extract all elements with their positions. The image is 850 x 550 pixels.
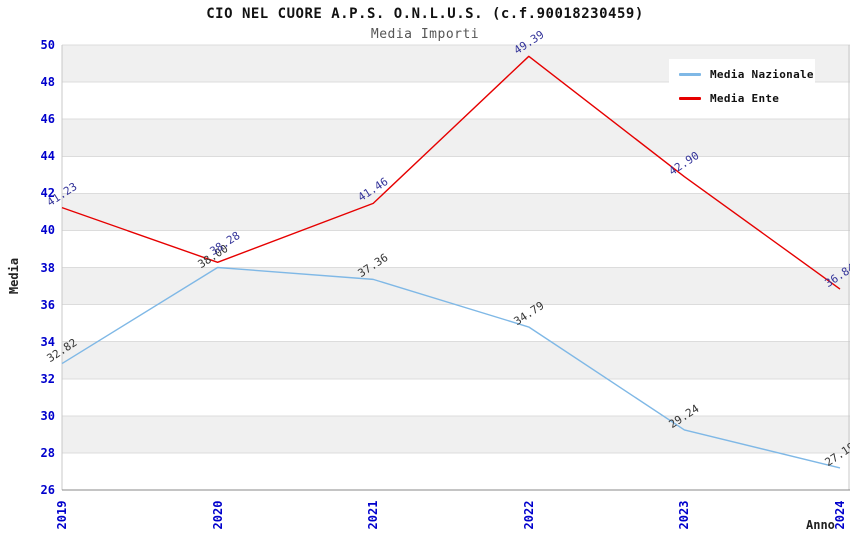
y-tick-label: 40 xyxy=(40,223,55,238)
plot-band xyxy=(62,304,850,342)
y-tick-label: 32 xyxy=(40,371,55,386)
x-tick-label: 2024 xyxy=(833,500,847,530)
x-tick-label: 2021 xyxy=(366,500,381,530)
chart-subtitle: Media Importi xyxy=(370,27,480,42)
y-tick-label: 44 xyxy=(40,149,55,164)
legend: Media Nazionale Media Ente xyxy=(669,59,815,113)
y-tick-label: 34 xyxy=(40,334,55,349)
legend-label-ente: Media Ente xyxy=(710,91,780,105)
plot-band xyxy=(62,452,850,490)
series-swatch-nazionale-icon xyxy=(679,72,701,76)
x-tick-label: 2020 xyxy=(210,500,225,530)
y-tick-label: 26 xyxy=(40,483,55,497)
y-tick-label: 48 xyxy=(40,75,55,90)
plot-band xyxy=(62,230,850,268)
legend-item-media-ente: Media Ente xyxy=(679,92,815,105)
plot-band xyxy=(62,267,850,305)
plot-band xyxy=(62,193,850,231)
plot-band xyxy=(62,415,850,453)
chart-title: CIO NEL CUORE A.P.S. O.N.L.U.S. (c.f.900… xyxy=(206,6,644,22)
series-line-ente xyxy=(61,55,841,290)
x-tick-label: 2019 xyxy=(55,500,69,530)
x-tick-label: 2022 xyxy=(521,500,536,530)
x-tick-label: 2023 xyxy=(677,500,692,530)
y-axis-title: Media xyxy=(7,257,21,295)
series-line-nazionale xyxy=(61,266,841,469)
plot-band xyxy=(62,156,850,194)
series-swatch-ente-icon xyxy=(679,96,701,100)
y-tick-label: 50 xyxy=(40,38,55,52)
y-tick-label: 42 xyxy=(40,186,55,201)
plot-band xyxy=(62,378,850,416)
y-tick-label: 36 xyxy=(40,297,55,312)
y-tick-label: 38 xyxy=(40,260,55,275)
y-tick-label: 30 xyxy=(40,408,55,423)
x-axis-title: Anno xyxy=(806,518,835,532)
y-tick-label: 46 xyxy=(40,112,55,127)
y-tick-label: 28 xyxy=(40,445,55,460)
legend-item-media-nazionale: Media Nazionale xyxy=(679,68,815,81)
legend-label-nazionale: Media Nazionale xyxy=(710,67,814,81)
plot-band xyxy=(62,341,850,379)
